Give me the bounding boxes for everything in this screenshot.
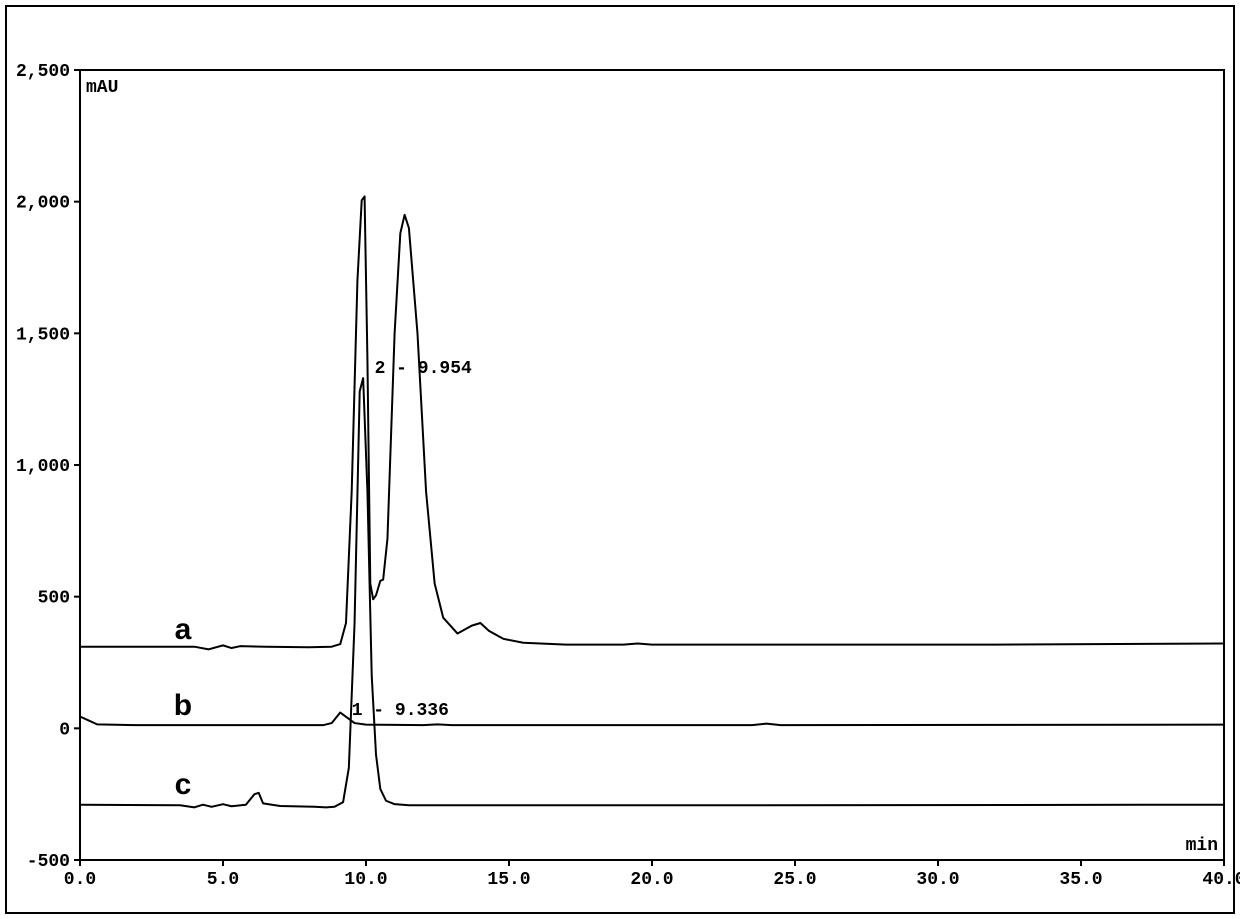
plot-border [80,70,1224,860]
y-tick-label: 2,000 [16,194,70,214]
x-unit-label: min [1186,836,1218,856]
series-c [80,378,1224,807]
x-tick-label: 5.0 [207,870,239,890]
y-unit-label: mAU [86,78,118,98]
peak-label: 2 - 9.954 [375,359,472,379]
x-tick-label: 15.0 [487,870,530,890]
peak-label: 1 - 9.336 [352,701,449,721]
series-label-b: b [174,689,192,722]
y-tick-label: 500 [38,589,70,609]
y-tick-label: 1,000 [16,457,70,477]
x-tick-label: 0.0 [64,870,96,890]
y-tick-label: 1,500 [16,325,70,345]
y-tick-label: 2,500 [16,62,70,82]
x-tick-label: 35.0 [1059,870,1102,890]
x-tick-label: 20.0 [630,870,673,890]
y-tick-label: -500 [27,852,70,872]
series-label-a: a [175,613,192,646]
chromatogram-chart: -500 0 500 1,000 1,500 2,000 2,500 0.0 5.0 10.0 15… [0,0,1240,919]
series-b [80,713,1224,726]
series-a [80,196,1224,649]
x-tick-label: 25.0 [773,870,816,890]
series-label-c: c [175,768,192,801]
y-tick-label: 0 [59,720,70,740]
x-tick-label: 40.0 [1202,870,1240,890]
x-tick-label: 30.0 [916,870,959,890]
x-tick-label: 10.0 [344,870,387,890]
